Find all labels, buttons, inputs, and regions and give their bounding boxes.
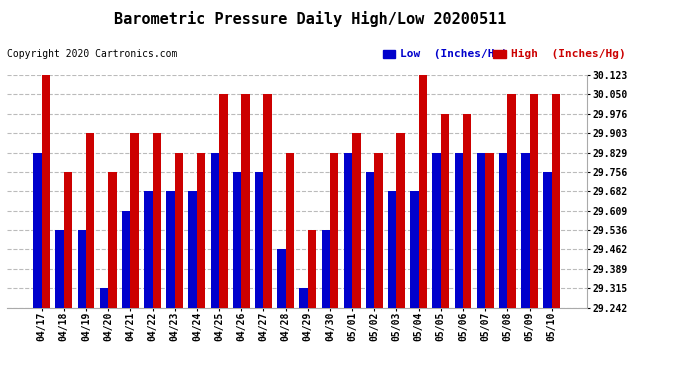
Bar — [255, 172, 264, 308]
Bar — [499, 153, 507, 308]
Bar — [77, 230, 86, 308]
Bar — [308, 230, 316, 308]
Bar — [344, 153, 352, 308]
Bar — [210, 153, 219, 308]
Bar — [86, 133, 95, 308]
Bar — [277, 249, 286, 308]
Bar — [233, 172, 241, 308]
Bar — [529, 94, 538, 308]
Bar — [219, 94, 228, 308]
Bar — [64, 172, 72, 308]
Bar — [264, 94, 272, 308]
Bar — [485, 153, 493, 308]
Bar — [286, 153, 294, 308]
Bar — [55, 230, 64, 308]
Bar — [175, 153, 183, 308]
Bar — [374, 153, 383, 308]
Bar — [441, 114, 449, 308]
Bar — [330, 153, 338, 308]
Bar — [455, 153, 463, 308]
Bar — [41, 75, 50, 307]
Bar — [463, 114, 471, 308]
Bar — [543, 172, 552, 308]
Bar — [322, 230, 330, 308]
Bar — [152, 133, 161, 308]
Bar — [521, 153, 529, 308]
Bar — [241, 94, 250, 308]
Bar — [144, 191, 152, 308]
Text: Copyright 2020 Cartronics.com: Copyright 2020 Cartronics.com — [7, 49, 177, 59]
Bar — [366, 172, 374, 308]
Bar — [552, 94, 560, 308]
Bar — [419, 75, 427, 307]
Bar — [507, 94, 516, 308]
Text: Low  (Inches/Hg): Low (Inches/Hg) — [400, 49, 509, 59]
Bar — [100, 288, 108, 308]
Bar — [33, 153, 41, 308]
Bar — [130, 133, 139, 308]
Bar — [122, 211, 130, 308]
Bar — [352, 133, 361, 308]
Text: Barometric Pressure Daily High/Low 20200511: Barometric Pressure Daily High/Low 20200… — [115, 11, 506, 27]
Bar — [108, 172, 117, 308]
Bar — [188, 191, 197, 308]
Bar — [388, 191, 397, 308]
Bar — [433, 153, 441, 308]
Text: High  (Inches/Hg): High (Inches/Hg) — [511, 49, 625, 59]
Bar — [411, 191, 419, 308]
Bar — [397, 133, 405, 308]
Bar — [299, 288, 308, 308]
Bar — [197, 153, 206, 308]
Bar — [166, 191, 175, 308]
Bar — [477, 153, 485, 308]
